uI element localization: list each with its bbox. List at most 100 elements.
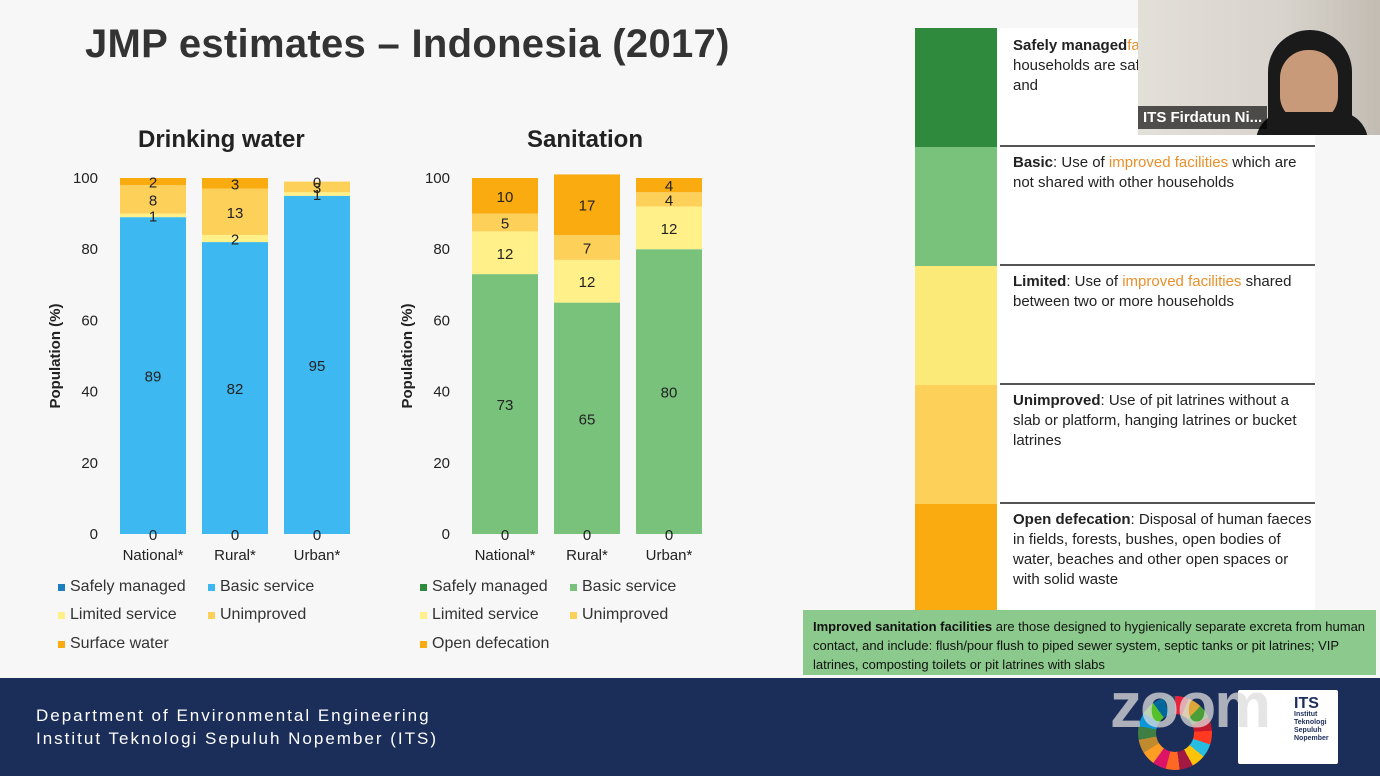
definitions-panel: Safely managedfacilities which a other h… [915,28,1315,610]
bar-segment-unimproved [472,213,538,232]
data-label: 82 [227,381,244,398]
webcam-person-face [1280,50,1338,122]
data-label: 89 [145,369,162,386]
data-label: 10 [497,189,514,206]
legend-swatch [420,640,427,648]
x-tick-label: Rural* [566,547,608,564]
legend-label: Safely managed [432,578,548,595]
def-divider [1000,383,1315,385]
its-logo: ITS Institut Teknologi Sepuluh Nopember [1238,690,1338,764]
y-tick-label: 80 [433,241,450,258]
its-logo-text: ITS Institut Teknologi Sepuluh Nopember [1294,695,1329,743]
bar-segment-basic-service [202,242,268,534]
slide-title: JMP estimates – Indonesia (2017) [85,22,730,66]
bar-segment-open-defecation [554,174,620,235]
data-label: 4 [665,178,673,195]
legend-label: Basic service [582,578,677,595]
y-tick-label: 100 [73,170,98,187]
improved-sanitation-note: Improved sanitation facilities are those… [803,610,1376,675]
def-bar-open-defecation [915,504,997,610]
legend-item-limited-service: Limited service [420,606,539,624]
data-label: 80 [661,385,678,402]
bar-segment-basic-service [120,217,186,534]
y-tick-label: 40 [81,384,98,401]
drinking-water-chart-title: Drinking water [138,126,305,153]
def-bar-basic [915,147,997,266]
data-label: 1 [149,208,157,225]
zoom-watermark: zoom [1110,669,1271,741]
bar-segment-unimproved [284,181,350,193]
def-divider [1000,145,1315,147]
data-label: 1 [313,187,321,204]
x-tick-label: Rural* [214,547,256,564]
bar-segment-limited-service [284,192,350,196]
x-tick-label: National* [123,547,184,564]
bar-segment-basic-service [284,195,350,535]
data-label: 12 [497,246,514,263]
y-tick-label: 40 [433,384,450,401]
data-label: 7 [583,240,591,257]
y-tick-label: 0 [442,526,450,543]
sanitation-legend: Safely managed Basic service Limited servi… [420,578,720,658]
data-label: 2 [231,232,239,249]
sanitation-chart-title: Sanitation [527,126,644,153]
bar-segment-limited-service [120,213,186,218]
data-label: 0 [501,527,509,544]
webcam-video-tile[interactable]: ITS Firdatun Ni... [1138,0,1380,135]
y-tick-label: 20 [433,455,450,472]
legend-swatch [58,640,65,648]
data-label: 0 [665,527,673,544]
legend-label: Open defecation [432,635,550,652]
legend-label: Unimproved [220,606,307,623]
y-tick-label: 80 [81,241,98,258]
def-divider [1000,502,1315,504]
bar-segment-unimproved [554,234,620,260]
sdg-wheel-icon [1138,696,1212,770]
footer-institute: Institut Teknologi Sepuluh Nopember (ITS… [36,729,439,748]
y-tick-label: 0 [90,526,98,543]
legend-item-unimproved: Unimproved [208,606,306,624]
legend-label: Unimproved [582,606,669,623]
footer-department: Department of Environmental Engineering [36,706,431,725]
def-bar-unimproved [915,385,997,504]
legend-label: Surface water [70,635,169,652]
legend-item-surface-water: Surface water [58,635,169,653]
webcam-participant-name: ITS Firdatun Ni... [1138,106,1268,129]
bar-segment-unimproved [202,188,268,235]
legend-label: Safely managed [70,578,186,595]
data-label: 4 [665,192,673,209]
legend-label: Limited service [432,606,539,623]
def-limited: Limited: Use of improved facilities shar… [1013,273,1292,310]
legend-swatch [58,611,65,619]
data-label: 73 [497,397,514,414]
data-label: 0 [149,527,157,544]
legend-item-open-defecation: Open defecation [420,635,549,653]
y-axis-label: Population (%) [399,304,416,409]
legend-swatch [58,583,65,591]
data-label: 12 [661,221,678,238]
bar-segment-limited-service [472,231,538,275]
data-label: 0 [583,527,591,544]
bar-segment-open-defecation [472,178,538,214]
bar-segment-open-defecation [636,178,702,193]
data-label: 8 [149,192,157,209]
bar-segment-basic-service [472,274,538,534]
legend-swatch [570,583,577,591]
bar-segment-limited-service [202,234,268,243]
legend-item-safely-managed: Safely managed [420,578,548,596]
bar-segment-surface-water [120,178,186,186]
data-label: 12 [579,274,596,291]
data-label: 0 [313,527,321,544]
data-label: 0 [231,527,239,544]
data-label: 95 [309,358,326,375]
data-label: 2 [149,175,157,192]
data-label: 13 [227,205,244,222]
def-divider [1000,264,1315,266]
def-bar-safely-managed [915,28,997,147]
legend-item-limited-service: Limited service [58,606,177,624]
legend-label: Basic service [220,578,315,595]
bar-segment-unimproved [636,192,702,207]
data-label: 5 [501,216,509,233]
y-tick-label: 60 [433,312,450,329]
x-tick-label: National* [475,547,536,564]
